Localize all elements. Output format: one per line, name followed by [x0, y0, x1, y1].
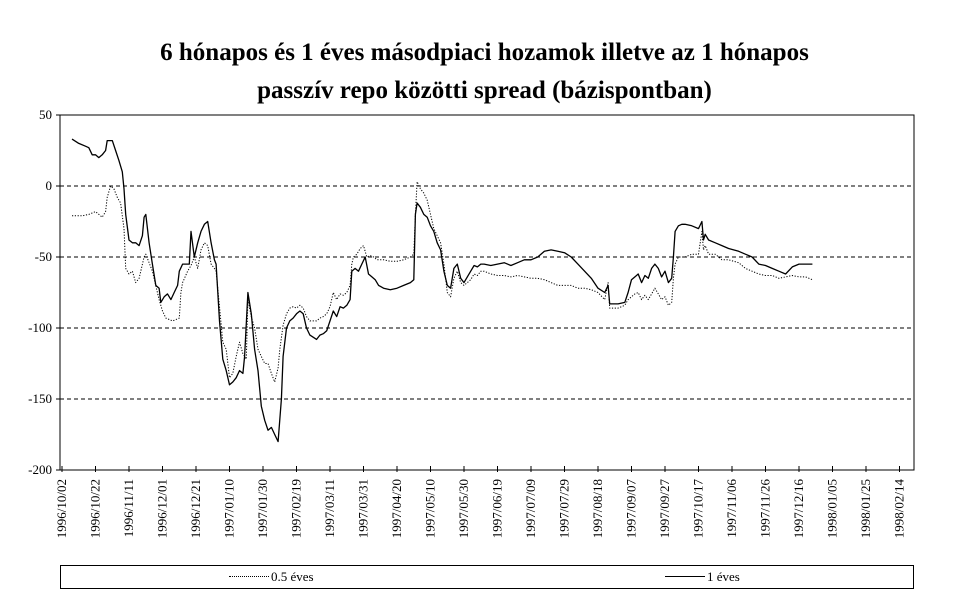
x-tick-label: 1997/03/11 — [322, 479, 337, 538]
x-tick-label: 1997/07/09 — [523, 479, 538, 538]
y-tick-label: 50 — [39, 107, 52, 122]
x-tick-label: 1997/08/18 — [590, 479, 605, 538]
y-tick-label: -50 — [35, 249, 52, 264]
x-tick-label: 1997/03/31 — [356, 479, 371, 538]
chart-title: 6 hónapos és 1 éves másodpiaci hozamok i… — [0, 34, 969, 110]
x-tick-label: 1996/10/02 — [54, 479, 69, 538]
x-tick-label: 1997/10/17 — [691, 479, 706, 539]
x-tick-label: 1997/11/26 — [758, 479, 773, 538]
x-tick-label: 1997/02/19 — [289, 479, 304, 538]
plot-area-border — [59, 114, 915, 471]
chart-title-line-2: passzív repo közötti spread (bázispontba… — [257, 77, 712, 104]
legend: 0.5 éves 1 éves — [60, 565, 914, 589]
series-lines — [71, 138, 813, 443]
x-tick-label: 1998/02/14 — [892, 479, 907, 539]
x-tick-label: 1997/01/30 — [255, 479, 270, 538]
y-tick-label: -150 — [28, 391, 52, 406]
x-tick-label: 1997/01/10 — [222, 479, 237, 538]
gridlines — [60, 185, 914, 400]
series-line-one-year — [71, 138, 813, 443]
legend-label-one-year: 1 éves — [707, 569, 740, 584]
x-axis: 1996/10/02 1996/10/22 1996/11/11 1996/12/01… — [54, 466, 907, 538]
x-tick-label: 1997/09/27 — [657, 479, 672, 539]
y-axis: 50 0 -50 -100 -150 -200 — [28, 107, 60, 477]
x-tick-label: 1997/09/07 — [624, 479, 639, 539]
x-tick-label: 1996/10/22 — [88, 479, 103, 538]
x-tick-label: 1997/05/10 — [423, 479, 438, 538]
x-tick-label: 1997/12/16 — [791, 479, 806, 539]
x-tick-label: 1997/11/06 — [724, 479, 739, 538]
y-tick-label: -100 — [28, 320, 52, 335]
legend-label-half-year: 0.5 éves — [271, 569, 314, 584]
x-tick-label: 1998/01/25 — [858, 479, 873, 538]
x-tick-label: 1997/04/20 — [389, 479, 404, 538]
x-tick-label: 1997/05/30 — [456, 479, 471, 538]
chart-title-line-1: 6 hónapos és 1 éves másodpiaci hozamok i… — [160, 39, 809, 66]
x-tick-label: 1996/12/21 — [188, 479, 203, 538]
x-tick-label: 1996/11/11 — [121, 479, 136, 537]
legend-swatch-dotted — [229, 576, 269, 577]
y-tick-label: -200 — [28, 462, 52, 477]
series-line-half-year — [72, 181, 813, 383]
x-tick-label: 1997/06/19 — [490, 479, 505, 538]
y-tick-label: 0 — [46, 178, 53, 193]
x-tick-label: 1996/12/01 — [155, 479, 170, 538]
x-tick-label: 1997/07/29 — [557, 479, 572, 538]
legend-swatch-solid — [665, 576, 705, 577]
x-tick-label: 1998/01/05 — [825, 479, 840, 538]
